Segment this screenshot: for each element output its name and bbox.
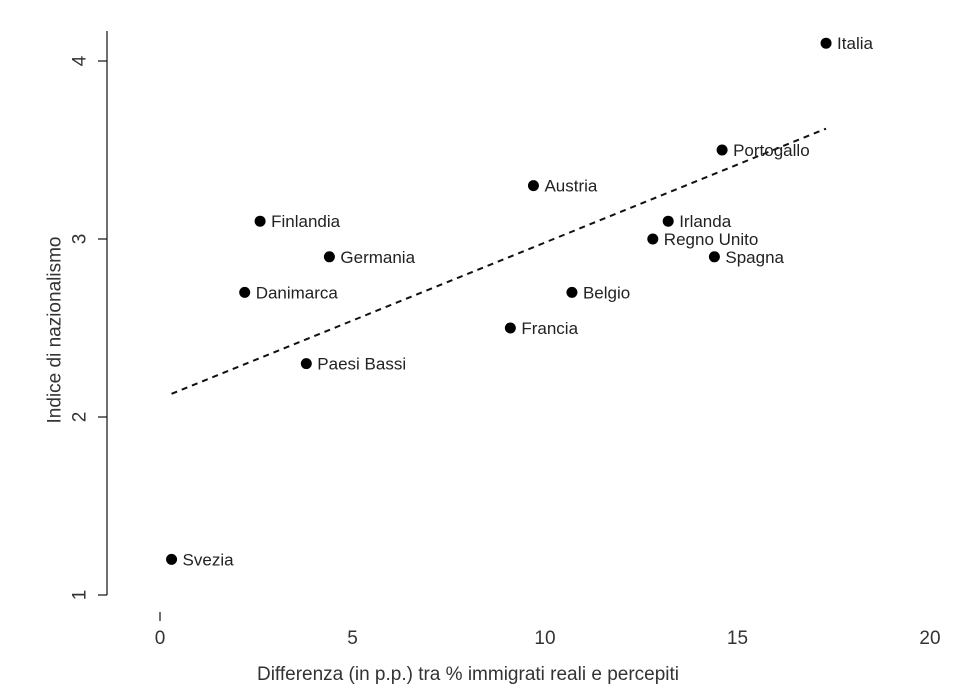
- data-point: [239, 286, 251, 298]
- data-point: [716, 144, 728, 156]
- y-tick-label: 4: [70, 55, 91, 66]
- point-label: Austria: [544, 177, 597, 196]
- data-point: [527, 180, 539, 192]
- trendline: [171, 127, 827, 395]
- x-axis-title: Differenza (in p.p.) tra % immigrati rea…: [257, 664, 679, 685]
- point-label: Regno Unito: [664, 230, 759, 249]
- x-tick-label: 0: [155, 628, 166, 649]
- x-tick-label: 10: [534, 628, 555, 649]
- data-point: [504, 322, 516, 334]
- point-label: Belgio: [583, 283, 630, 302]
- x-tick-label: 5: [347, 628, 358, 649]
- trendline-layer: [171, 127, 827, 395]
- data-point: [566, 286, 578, 298]
- y-tick-label: 1: [70, 590, 91, 601]
- y-axis-title: Indice di nazionalismo: [45, 237, 66, 424]
- point-label: Spagna: [725, 248, 784, 267]
- y-tick-label: 2: [70, 412, 91, 423]
- point-label: Germania: [340, 248, 415, 267]
- point-label: Irlanda: [679, 212, 732, 231]
- point-label: Italia: [837, 34, 873, 53]
- data-point: [647, 233, 659, 245]
- points-layer: Italia Portogallo Austria Irlanda Finlandia R…: [166, 34, 874, 569]
- data-point: [166, 553, 178, 565]
- data-point: [323, 251, 335, 263]
- axes: 1 2 3 4 0 5 10 15 20: [70, 31, 941, 649]
- data-point: [708, 251, 720, 263]
- data-point: [662, 215, 674, 227]
- point-label: Danimarca: [256, 283, 339, 302]
- point-label: Svezia: [183, 550, 235, 569]
- x-tick-label: 15: [727, 628, 748, 649]
- data-point: [254, 215, 266, 227]
- y-tick-label: 3: [70, 234, 91, 245]
- data-point: [820, 37, 832, 49]
- point-label: Paesi Bassi: [317, 355, 406, 374]
- x-tick-label: 20: [919, 628, 940, 649]
- point-label: Finlandia: [271, 212, 341, 231]
- data-point: [300, 358, 312, 370]
- point-label: Portogallo: [733, 141, 810, 160]
- point-label: Francia: [521, 319, 578, 338]
